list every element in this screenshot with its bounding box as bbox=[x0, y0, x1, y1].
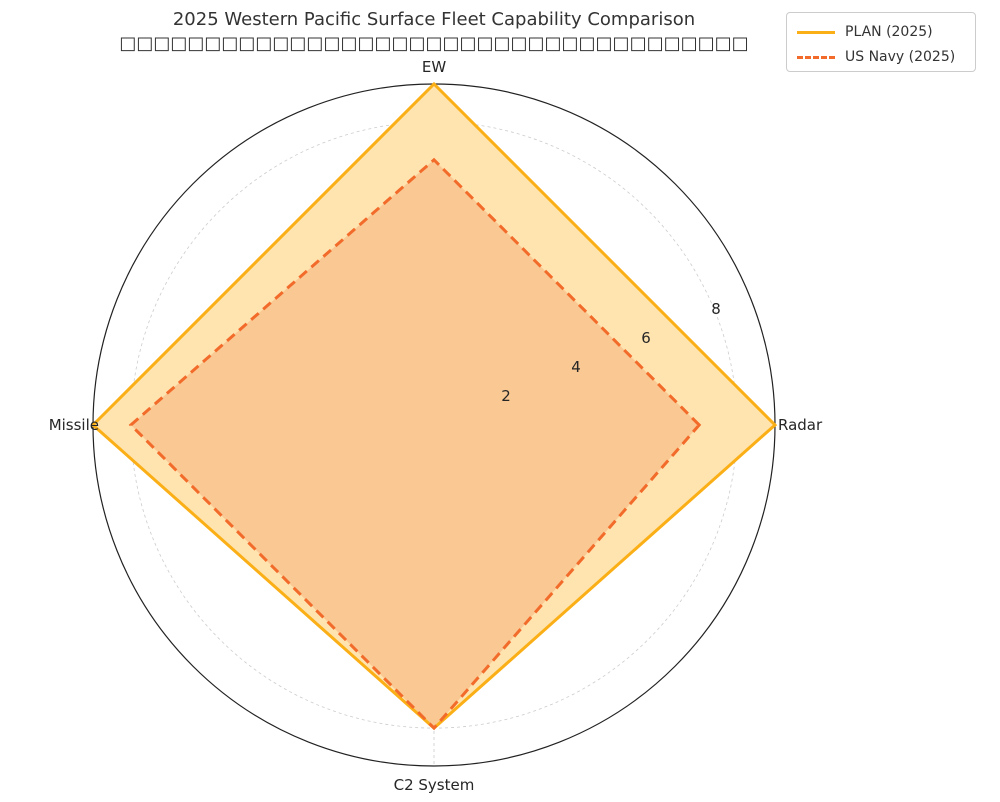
axis-label-c2-system: C2 System bbox=[394, 776, 475, 794]
chart-title: 2025 Western Pacific Surface Fleet Capab… bbox=[173, 9, 695, 30]
axis-labels: 2 4 6 8 Radar EW Missile C2 System bbox=[49, 58, 823, 794]
radial-tick-label-4: 4 bbox=[571, 358, 581, 376]
axis-label-radar: Radar bbox=[778, 416, 823, 434]
series-line-1 bbox=[128, 157, 702, 731]
series-fill-1 bbox=[130, 159, 700, 729]
legend-swatch-plan bbox=[797, 30, 835, 34]
axis-label-missile: Missile bbox=[49, 416, 99, 434]
legend-swatch-us-navy bbox=[797, 55, 835, 59]
series-layer bbox=[90, 81, 778, 731]
radial-tick-label-6: 6 bbox=[641, 329, 651, 347]
legend-label-plan: PLAN (2025) bbox=[845, 24, 933, 40]
radial-tick-label-8: 8 bbox=[711, 300, 721, 318]
axis-label-ew: EW bbox=[422, 58, 446, 76]
legend-label-us-navy: US Navy (2025) bbox=[845, 49, 956, 65]
legend-item-us-navy: US Navy (2025) bbox=[797, 46, 955, 68]
series-line-0 bbox=[90, 81, 778, 731]
radial-tick-label-2: 2 bbox=[501, 387, 511, 405]
legend: PLAN (2025) US Navy (2025) bbox=[786, 12, 976, 72]
legend-item-plan: PLAN (2025) bbox=[797, 21, 933, 43]
chart-subtitle: □□□□□□□□□□□□□□□□□□□□□□□□□□□□□□□□□□□□□ bbox=[119, 33, 748, 54]
